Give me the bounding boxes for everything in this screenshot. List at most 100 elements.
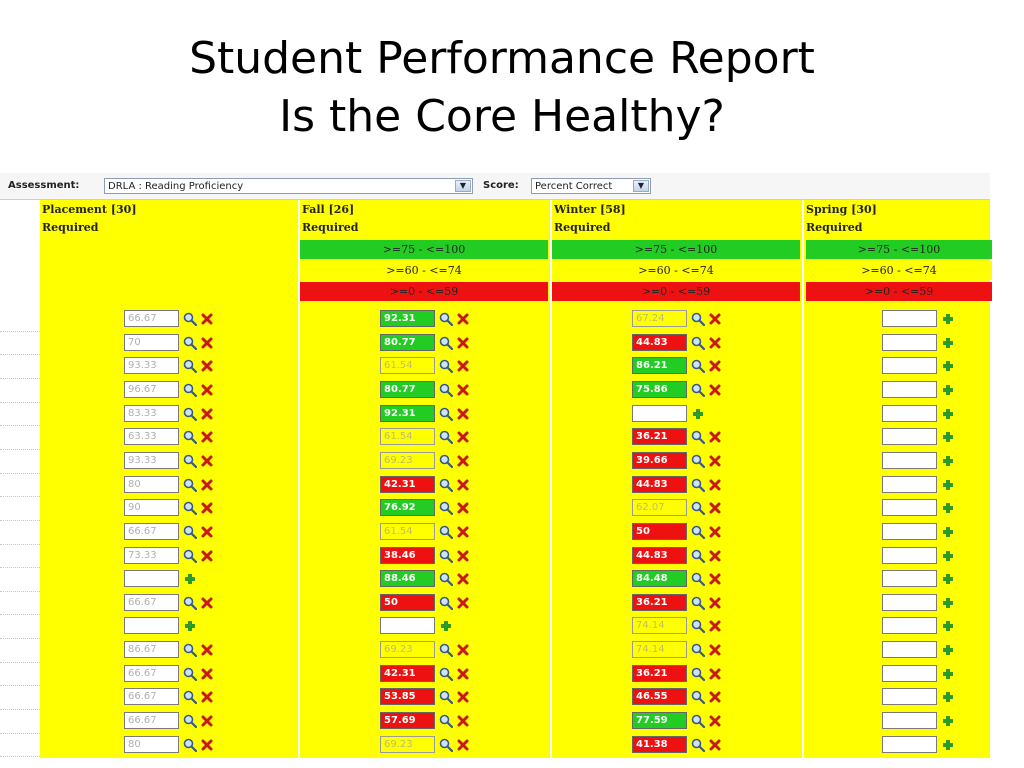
delete-score-icon[interactable]: [200, 667, 214, 681]
view-score-icon[interactable]: [439, 667, 454, 681]
delete-score-icon[interactable]: [708, 501, 722, 515]
view-score-icon[interactable]: [691, 690, 706, 705]
delete-score-icon[interactable]: [456, 407, 470, 421]
view-score-icon[interactable]: [691, 549, 706, 563]
view-score-icon[interactable]: [183, 690, 198, 705]
view-score-icon[interactable]: [183, 312, 198, 327]
score-input-empty[interactable]: [882, 570, 937, 588]
delete-score-icon[interactable]: [708, 738, 722, 752]
score-value[interactable]: 66.67: [124, 688, 179, 706]
score-value[interactable]: 66.67: [124, 310, 179, 327]
delete-score-icon[interactable]: [708, 596, 722, 610]
delete-score-icon[interactable]: [708, 336, 722, 350]
score-value[interactable]: 80.77: [380, 380, 435, 398]
add-score-icon[interactable]: [941, 549, 955, 563]
delete-score-icon[interactable]: [200, 336, 214, 350]
score-value[interactable]: 53.85: [380, 688, 435, 706]
view-score-icon[interactable]: [691, 738, 706, 752]
score-value[interactable]: 83.33: [124, 404, 179, 422]
view-score-icon[interactable]: [183, 407, 198, 421]
score-value[interactable]: 70: [124, 333, 179, 351]
view-score-icon[interactable]: [691, 430, 706, 445]
delete-score-icon[interactable]: [200, 430, 214, 444]
delete-score-icon[interactable]: [456, 549, 470, 563]
score-value[interactable]: 93.33: [124, 451, 179, 469]
score-value[interactable]: 92.31: [380, 404, 435, 422]
add-score-icon[interactable]: [941, 430, 955, 444]
score-value[interactable]: 69.23: [380, 735, 435, 753]
add-score-icon[interactable]: [941, 714, 955, 728]
delete-score-icon[interactable]: [200, 501, 214, 515]
view-score-icon[interactable]: [691, 643, 706, 658]
add-score-icon[interactable]: [941, 501, 955, 515]
delete-score-icon[interactable]: [708, 430, 722, 444]
view-score-icon[interactable]: [439, 430, 454, 445]
score-value[interactable]: 84.48: [632, 570, 687, 588]
view-score-icon[interactable]: [183, 454, 198, 468]
add-score-icon[interactable]: [183, 619, 197, 633]
delete-score-icon[interactable]: [200, 643, 214, 657]
delete-score-icon[interactable]: [456, 359, 470, 373]
delete-score-icon[interactable]: [708, 714, 722, 728]
delete-score-icon[interactable]: [708, 572, 722, 586]
score-value[interactable]: 50: [632, 522, 687, 540]
view-score-icon[interactable]: [439, 407, 454, 421]
delete-score-icon[interactable]: [456, 572, 470, 586]
delete-score-icon[interactable]: [708, 667, 722, 681]
score-value[interactable]: 36.21: [632, 664, 687, 682]
delete-score-icon[interactable]: [200, 714, 214, 728]
score-value[interactable]: 61.54: [380, 428, 435, 446]
delete-score-icon[interactable]: [200, 738, 214, 752]
delete-score-icon[interactable]: [456, 501, 470, 515]
view-score-icon[interactable]: [439, 596, 454, 610]
delete-score-icon[interactable]: [708, 619, 722, 633]
score-value[interactable]: 69.23: [380, 451, 435, 469]
delete-score-icon[interactable]: [708, 383, 722, 397]
view-score-icon[interactable]: [183, 596, 198, 610]
score-input-empty[interactable]: [882, 546, 937, 564]
score-value[interactable]: 39.66: [632, 451, 687, 469]
score-input-empty[interactable]: [882, 380, 937, 398]
add-score-icon[interactable]: [941, 454, 955, 468]
score-input-empty[interactable]: [882, 641, 937, 659]
add-score-icon[interactable]: [941, 359, 955, 373]
score-input-empty[interactable]: [124, 617, 179, 635]
view-score-icon[interactable]: [691, 525, 706, 539]
view-score-icon[interactable]: [439, 714, 454, 729]
score-input-empty[interactable]: [882, 593, 937, 611]
delete-score-icon[interactable]: [200, 525, 214, 539]
delete-score-icon[interactable]: [456, 383, 470, 397]
score-value[interactable]: 75.86: [632, 380, 687, 398]
view-score-icon[interactable]: [183, 478, 198, 492]
score-value[interactable]: 96.67: [124, 380, 179, 398]
delete-score-icon[interactable]: [708, 454, 722, 468]
score-value[interactable]: 86.21: [632, 357, 687, 375]
delete-score-icon[interactable]: [708, 359, 722, 373]
delete-score-icon[interactable]: [456, 596, 470, 610]
score-value[interactable]: 66.67: [124, 522, 179, 540]
score-value[interactable]: 44.83: [632, 333, 687, 351]
score-input-empty[interactable]: [882, 333, 937, 351]
view-score-icon[interactable]: [183, 359, 198, 374]
view-score-icon[interactable]: [183, 667, 198, 681]
delete-score-icon[interactable]: [200, 454, 214, 468]
score-value[interactable]: 93.33: [124, 357, 179, 375]
add-score-icon[interactable]: [941, 525, 955, 539]
score-value[interactable]: 44.83: [632, 475, 687, 493]
score-value[interactable]: 41.38: [632, 735, 687, 753]
score-value[interactable]: 63.33: [124, 428, 179, 446]
score-input-empty[interactable]: [882, 428, 937, 446]
score-value[interactable]: 73.33: [124, 546, 179, 564]
delete-score-icon[interactable]: [200, 549, 214, 563]
delete-score-icon[interactable]: [708, 478, 722, 492]
add-score-icon[interactable]: [941, 572, 955, 586]
add-score-icon[interactable]: [941, 690, 955, 704]
score-input-empty[interactable]: [882, 712, 937, 730]
view-score-icon[interactable]: [183, 549, 198, 563]
score-value[interactable]: 44.83: [632, 546, 687, 564]
add-score-icon[interactable]: [941, 312, 955, 326]
score-value[interactable]: 69.23: [380, 641, 435, 659]
view-score-icon[interactable]: [691, 312, 706, 327]
delete-score-icon[interactable]: [456, 667, 470, 681]
delete-score-icon[interactable]: [456, 690, 470, 704]
